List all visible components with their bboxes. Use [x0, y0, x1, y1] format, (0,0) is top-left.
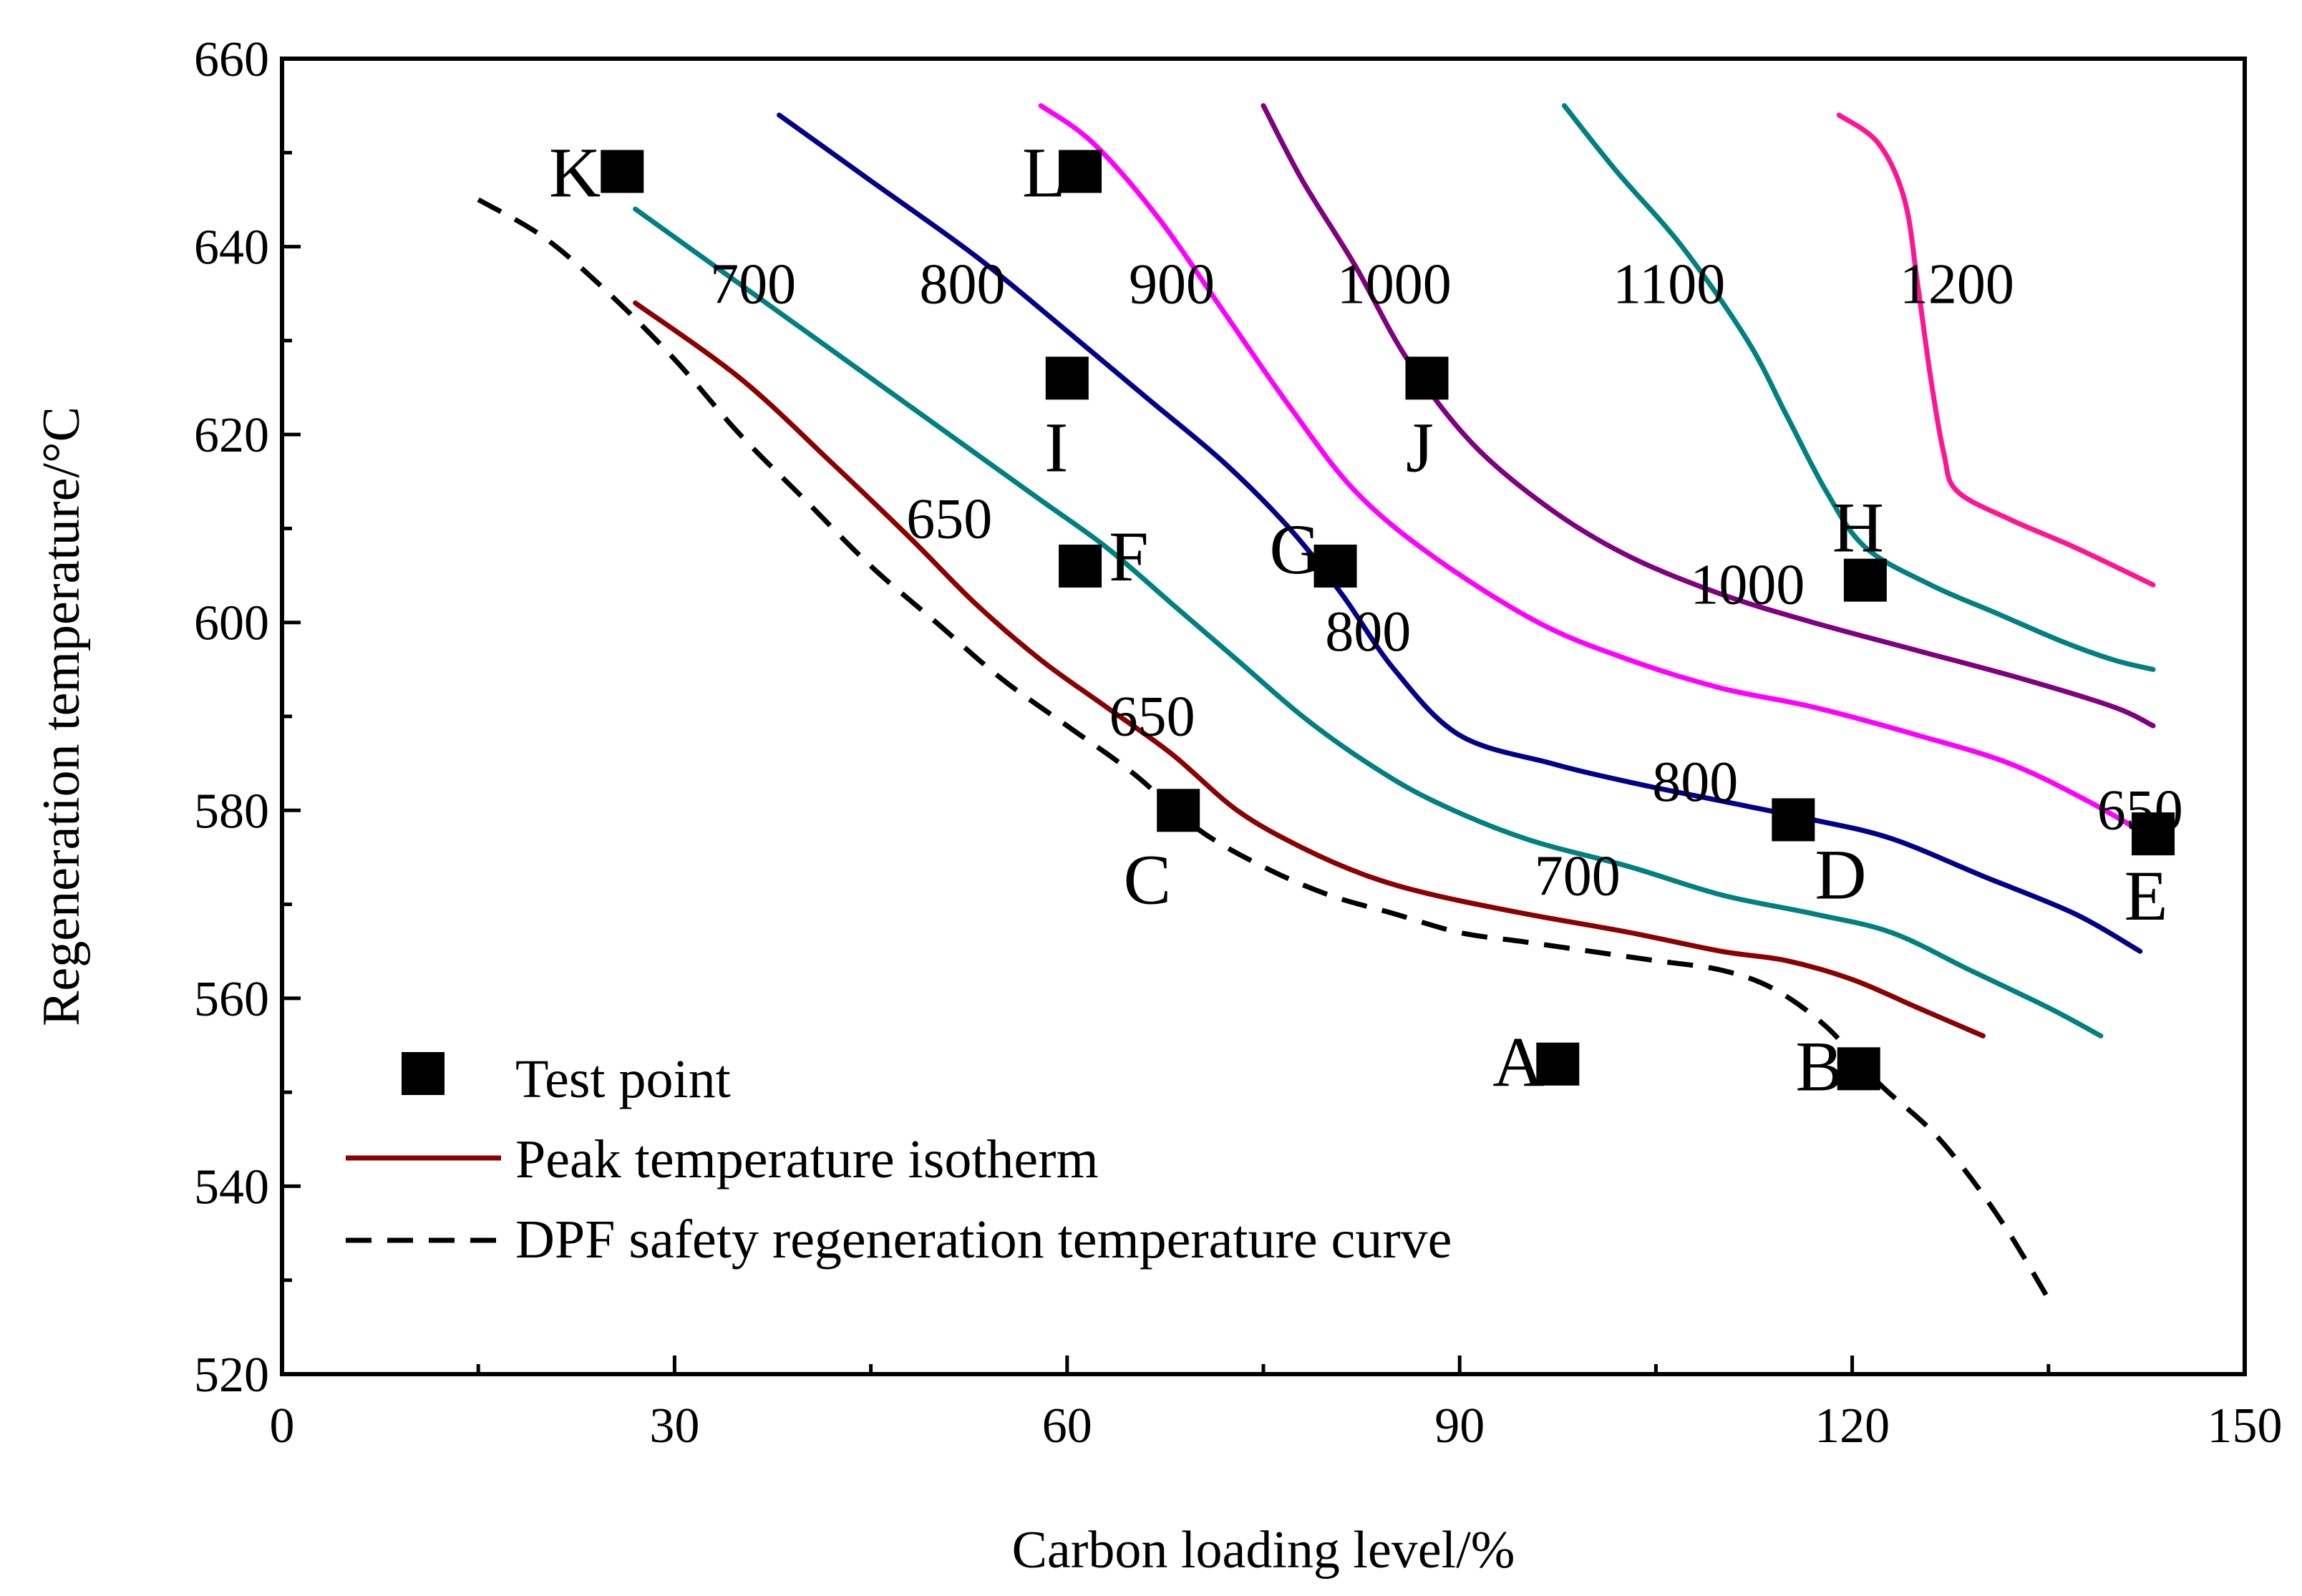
- test-point-H-label: H: [1832, 488, 1884, 568]
- y-tick-label: 520: [194, 1348, 269, 1403]
- x-axis-title: Carbon loading level/%: [1012, 1521, 1515, 1580]
- test-point-K-marker: [601, 150, 644, 193]
- test-point-G-marker: [1313, 544, 1357, 588]
- isotherm-label: 800: [920, 253, 1006, 316]
- test-points: A B C D E F G H I J K L: [549, 133, 2175, 1106]
- x-tick-label: 60: [1042, 1398, 1092, 1454]
- y-tick-label: 580: [194, 784, 269, 839]
- isotherm-label: 800: [1652, 751, 1738, 814]
- isotherm-label: 900: [1129, 253, 1215, 316]
- y-tick-label: 660: [194, 32, 269, 87]
- isotherm-labels: 700 800 900 1000 1100 1200 650 650 800 1000 800 700…: [710, 253, 2183, 908]
- isotherm-label: 650: [1109, 685, 1195, 748]
- test-point-F-marker: [1059, 544, 1102, 588]
- isotherm-label: 1000: [1690, 553, 1805, 616]
- legend-test-point: Test point: [515, 1049, 731, 1109]
- x-tick-label: 90: [1434, 1398, 1485, 1454]
- test-point-C-label: C: [1123, 840, 1171, 919]
- test-point-B-marker: [1837, 1047, 1880, 1091]
- isotherm-label: 1000: [1337, 253, 1452, 316]
- isotherm-1000-line: [1261, 103, 2156, 729]
- test-point-A-marker: [1536, 1042, 1580, 1086]
- test-point-I-label: I: [1044, 407, 1068, 487]
- y-axis-title: Regeneration temperature/°C: [32, 407, 91, 1026]
- y-tick-label: 600: [194, 596, 269, 651]
- test-point-I-marker: [1045, 356, 1089, 400]
- isotherm-800-line: [777, 112, 2143, 954]
- test-point-L-label: L: [1022, 133, 1066, 213]
- test-point-J-label: J: [1406, 407, 1434, 487]
- y-tick-label: 620: [194, 408, 269, 463]
- legend-safety-curve: DPF safety regeneration temperature curv…: [515, 1210, 1452, 1270]
- isotherm-label: 700: [710, 253, 796, 316]
- isotherm-1200-line: [1836, 112, 2156, 588]
- test-point-E-marker: [2132, 812, 2175, 856]
- test-point-A-label: A: [1492, 1022, 1544, 1101]
- legend-isotherm: Peak temperature isotherm: [515, 1129, 1099, 1189]
- x-tick-label: 120: [1815, 1398, 1890, 1454]
- test-point-E-label: E: [2124, 856, 2167, 935]
- test-point-B-label: B: [1795, 1026, 1843, 1106]
- test-point-F-label: F: [1109, 517, 1149, 596]
- y-tick-label: 540: [194, 1159, 269, 1215]
- isotherm-650-line: [633, 300, 1986, 1038]
- isotherm-700-line: [633, 206, 2104, 1038]
- isotherm-label: 1200: [1900, 253, 2014, 316]
- x-tick-label: 150: [2208, 1398, 2283, 1454]
- isotherm-900-line: [1038, 103, 2156, 842]
- axis-ticks: 0 30 60 90 120 150 520 540 560 580 600 620 640 660: [194, 32, 2283, 1454]
- test-point-H-marker: [1843, 558, 1887, 602]
- isotherm-label: 650: [906, 488, 992, 551]
- y-tick-label: 640: [194, 220, 269, 276]
- isotherm-1100-line: [1561, 103, 2156, 672]
- test-point-D-label: D: [1815, 835, 1866, 914]
- legend-square-marker: [402, 1052, 445, 1095]
- x-tick-label: 30: [649, 1398, 699, 1454]
- isotherm-label: 1100: [1613, 253, 1725, 316]
- x-tick-label: 0: [270, 1398, 295, 1454]
- test-point-D-marker: [1772, 798, 1815, 842]
- isotherm-curves: [633, 103, 2156, 1038]
- y-tick-label: 560: [194, 972, 269, 1027]
- test-point-G-label: G: [1269, 510, 1321, 589]
- test-point-L-marker: [1059, 150, 1102, 193]
- legend: Test point Peak temperature isotherm DPF…: [346, 1049, 1452, 1270]
- test-point-K-label: K: [549, 133, 601, 213]
- test-point-J-marker: [1405, 356, 1449, 400]
- test-point-C-marker: [1157, 789, 1200, 832]
- isotherm-label: 700: [1535, 845, 1621, 908]
- isotherm-label: 800: [1325, 600, 1411, 663]
